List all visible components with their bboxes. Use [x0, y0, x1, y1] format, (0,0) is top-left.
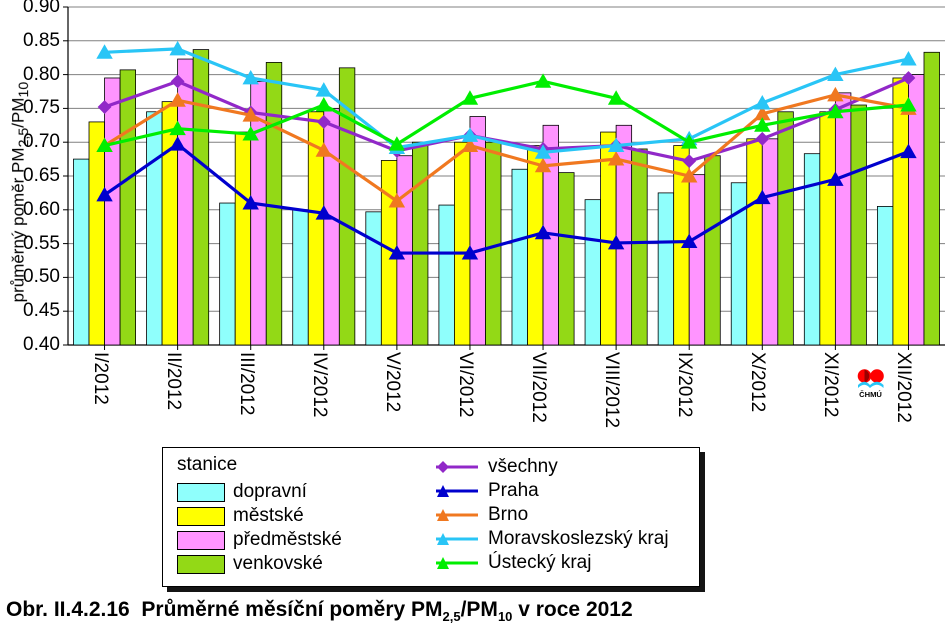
svg-text:ČHMÚ: ČHMÚ	[859, 390, 882, 399]
